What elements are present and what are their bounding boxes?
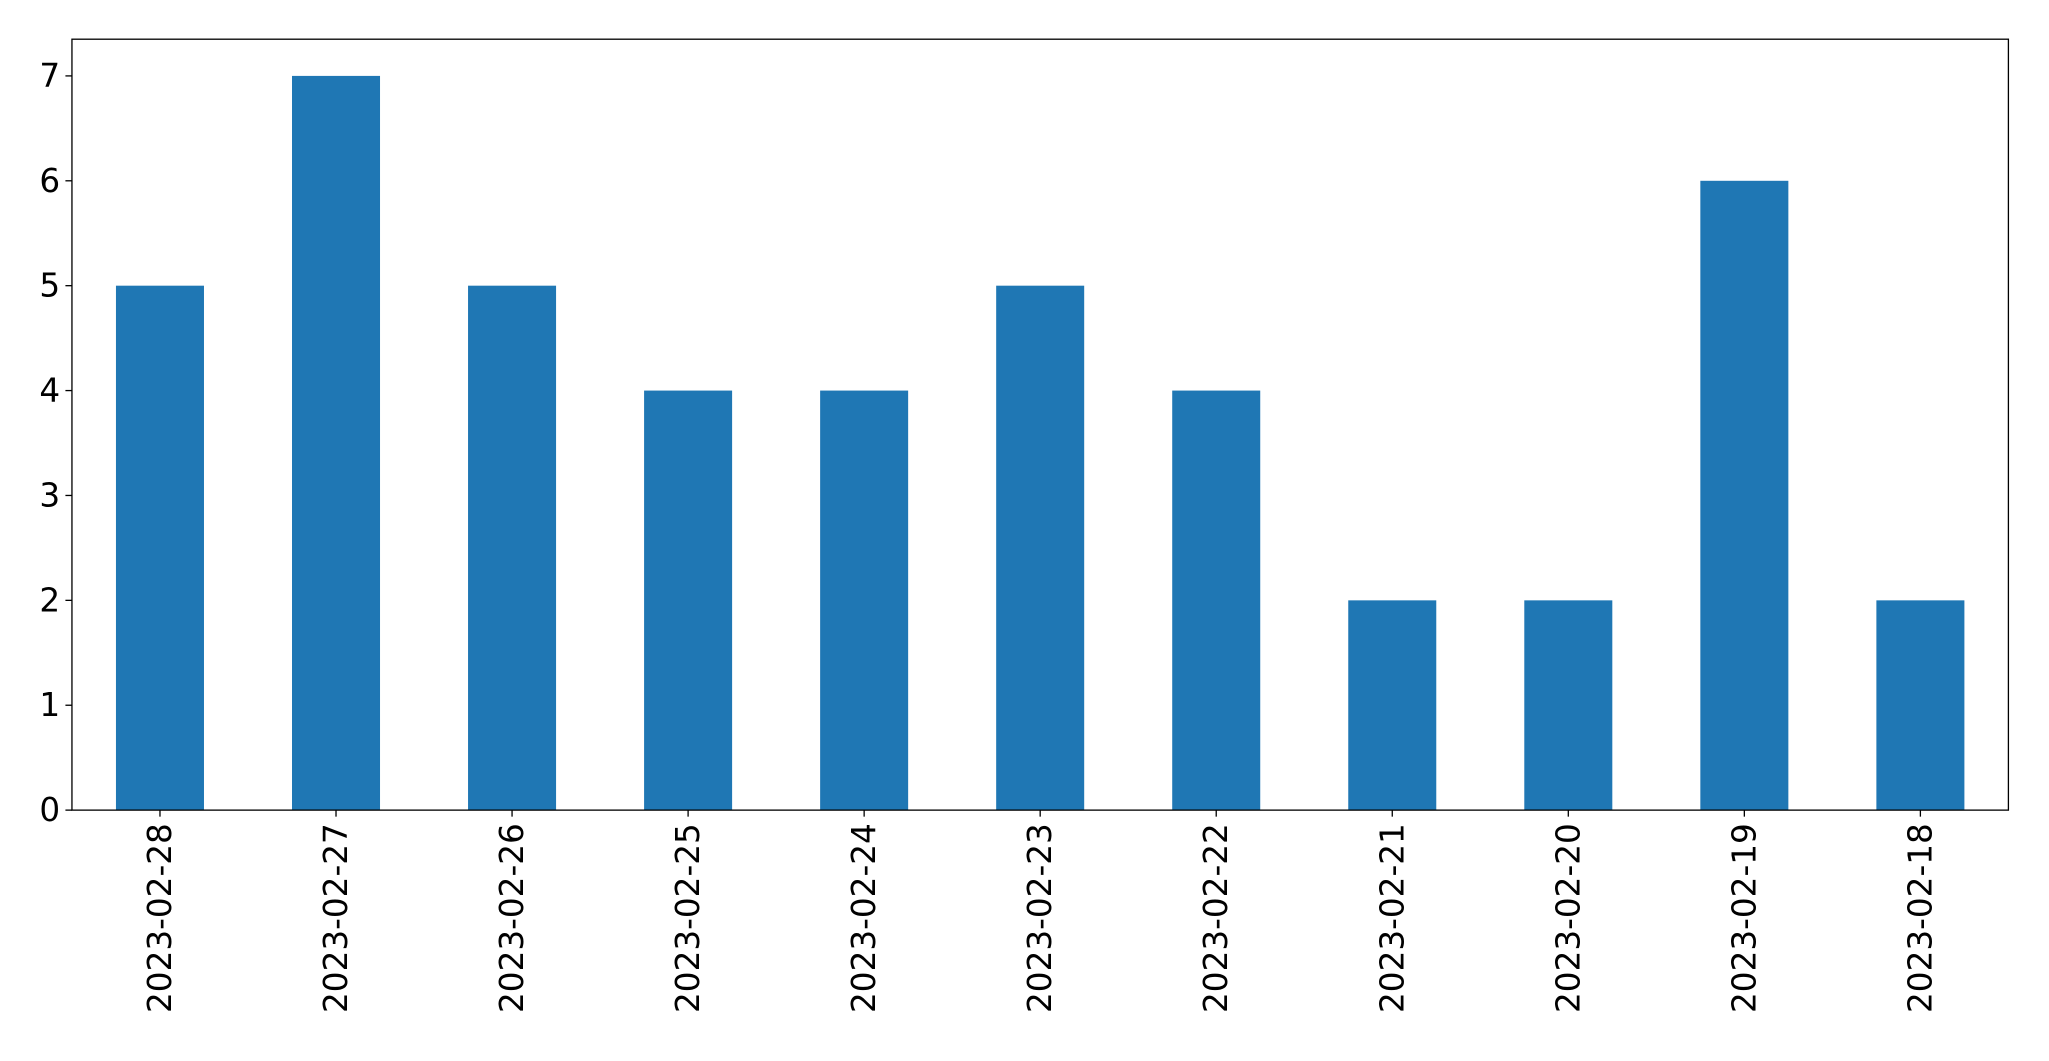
x-tick-label: 2023-02-24 <box>845 823 883 1013</box>
y-tick-label: 3 <box>39 476 60 514</box>
x-tick-label: 2023-02-26 <box>493 823 531 1013</box>
y-tick-label: 6 <box>39 162 60 200</box>
x-axis: 2023-02-28 2023-02-27 2023-02-26 2023-02-25… <box>141 810 1939 1013</box>
y-tick-label: 7 <box>39 57 60 95</box>
bar-2023-02-27 <box>292 75 381 811</box>
bars <box>115 75 1965 811</box>
bar-2023-02-26 <box>468 285 557 811</box>
x-tick-label: 2023-02-25 <box>669 823 707 1013</box>
y-tick-label: 5 <box>39 267 60 305</box>
y-tick-label: 2 <box>39 581 60 619</box>
y-tick-label: 0 <box>39 791 60 829</box>
y-tick-label: 1 <box>39 686 60 724</box>
x-tick-label: 2023-02-21 <box>1373 823 1411 1013</box>
x-tick-label: 2023-02-27 <box>317 823 355 1013</box>
x-tick-label: 2023-02-18 <box>1901 823 1939 1013</box>
x-tick-label: 2023-02-23 <box>1021 823 1059 1013</box>
bar-2023-02-28 <box>115 285 204 811</box>
bar-2023-02-24 <box>820 390 909 811</box>
x-tick-label: 2023-02-22 <box>1197 823 1235 1013</box>
x-tick-label: 2023-02-19 <box>1725 823 1763 1013</box>
bar-2023-02-20 <box>1524 600 1613 811</box>
bar-2023-02-18 <box>1876 600 1965 811</box>
bar-2023-02-25 <box>644 390 733 811</box>
bar-2023-02-22 <box>1172 390 1261 811</box>
x-tick-label: 2023-02-20 <box>1549 823 1587 1013</box>
y-tick-label: 4 <box>39 372 60 410</box>
bar-2023-02-19 <box>1700 180 1789 811</box>
bar-2023-02-21 <box>1348 600 1437 811</box>
y-axis: 0 1 2 3 4 5 6 7 <box>39 57 72 829</box>
x-tick-label: 2023-02-28 <box>141 823 179 1013</box>
bar-2023-02-23 <box>996 285 1085 811</box>
